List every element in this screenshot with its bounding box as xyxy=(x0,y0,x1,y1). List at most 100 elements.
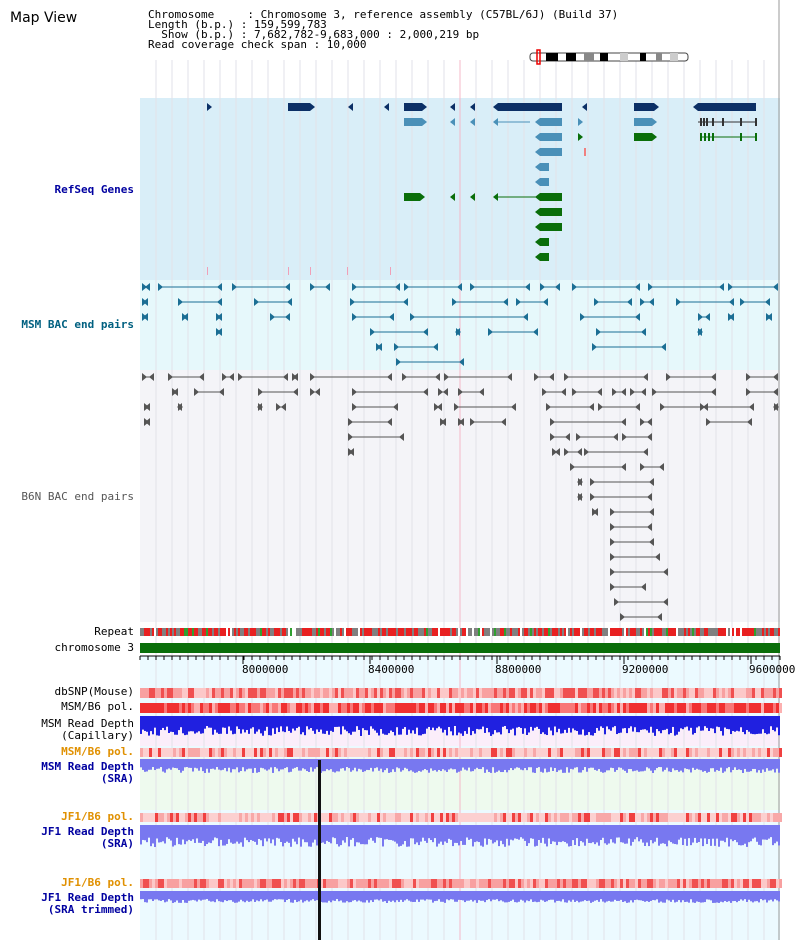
repeat-segment xyxy=(420,628,422,636)
msm-bac-label[interactable]: MSM BAC end pairs xyxy=(21,318,134,331)
depth-bar xyxy=(372,716,374,729)
heat-cell xyxy=(686,879,689,888)
depth-bar xyxy=(646,759,648,768)
repeat-segment xyxy=(704,628,706,636)
depth-bar xyxy=(312,825,314,843)
heat-cell xyxy=(596,879,599,888)
depth-bar xyxy=(772,759,774,770)
depth-bar xyxy=(302,716,304,733)
refseq-genes-label[interactable]: RefSeq Genes xyxy=(54,183,134,196)
depth-bar xyxy=(748,891,750,900)
repeat-segment xyxy=(180,628,182,636)
depth-bar xyxy=(386,825,388,840)
heat-cell xyxy=(365,688,368,698)
heat-cell xyxy=(572,748,575,757)
depth-bar xyxy=(446,716,448,736)
heat-cell xyxy=(740,688,743,698)
heat-cell xyxy=(689,748,692,757)
repeat-segment xyxy=(256,628,258,636)
depth-bar xyxy=(694,825,696,838)
msm-b6-pol-sra-label: MSM/B6 pol. xyxy=(61,745,134,758)
depth-bar xyxy=(684,825,686,839)
heat-cell xyxy=(314,703,317,713)
repeat-segment xyxy=(756,628,758,636)
repeat-segment xyxy=(282,628,284,636)
heat-cell xyxy=(209,688,212,698)
depth-bar xyxy=(646,891,648,902)
depth-bar xyxy=(392,825,394,841)
depth-bar xyxy=(178,825,180,845)
b6n-bac-pair-end xyxy=(310,388,315,396)
depth-bar xyxy=(244,716,246,733)
heat-cell xyxy=(305,813,308,822)
repeat-segment xyxy=(652,628,654,636)
depth-bar xyxy=(434,716,436,731)
heat-cell xyxy=(290,813,293,822)
heat-cell xyxy=(227,748,230,757)
depth-bar xyxy=(286,759,288,768)
depth-bar xyxy=(244,891,246,903)
depth-bar xyxy=(624,716,626,729)
depth-bar xyxy=(354,825,356,847)
b6n-bac-pair-end xyxy=(437,403,442,411)
depth-bar xyxy=(522,759,524,771)
heat-cell xyxy=(662,813,665,822)
repeat-segment xyxy=(592,628,594,636)
heat-cell xyxy=(470,688,473,698)
heat-cell xyxy=(533,748,536,757)
gene-arrow xyxy=(578,133,583,141)
heat-cell xyxy=(557,688,560,698)
depth-bar xyxy=(208,716,210,728)
depth-bar xyxy=(502,716,504,727)
repeat-segment xyxy=(314,628,316,636)
heat-cell xyxy=(188,688,191,698)
heat-cell xyxy=(350,879,353,888)
depth-bar xyxy=(758,825,760,845)
b6n-bac-pair-end xyxy=(622,433,627,441)
repeat-segment xyxy=(528,628,530,636)
depth-bar xyxy=(688,759,690,770)
depth-bar xyxy=(626,825,628,844)
heat-cell xyxy=(239,703,242,713)
depth-bar xyxy=(778,825,780,846)
depth-bar xyxy=(342,825,344,841)
depth-bar xyxy=(190,825,192,841)
heat-cell xyxy=(257,703,260,713)
heat-cell xyxy=(644,688,647,698)
b6n-bac-label[interactable]: B6N BAC end pairs xyxy=(21,490,134,503)
depth-bar xyxy=(164,891,166,903)
gene-arrow xyxy=(535,253,540,261)
depth-bar xyxy=(298,759,300,771)
depth-bar xyxy=(292,891,294,903)
heat-cell xyxy=(167,748,170,757)
depth-bar xyxy=(288,759,290,773)
heat-cell xyxy=(704,813,707,822)
repeat-segment xyxy=(498,628,500,636)
heat-cell xyxy=(614,813,617,822)
depth-bar xyxy=(154,825,156,847)
heat-cell xyxy=(467,813,470,822)
depth-bar xyxy=(648,825,650,847)
heat-cell xyxy=(710,688,713,698)
msm-bac-pair-end xyxy=(396,358,401,366)
repeat-segment xyxy=(452,628,454,636)
depth-bar xyxy=(598,891,600,902)
depth-bar xyxy=(532,716,534,731)
heat-cell xyxy=(614,748,617,757)
gene-arrow xyxy=(420,193,425,201)
depth-bar xyxy=(372,891,374,902)
depth-bar xyxy=(746,759,748,772)
heat-cell xyxy=(518,688,521,698)
msm-bac-pair-end xyxy=(287,298,292,306)
depth-bar xyxy=(512,759,514,771)
heat-cell xyxy=(146,688,149,698)
depth-bar xyxy=(682,825,684,846)
repeat-segment xyxy=(244,628,246,636)
depth-bar xyxy=(660,891,662,902)
heat-cell xyxy=(665,703,668,713)
depth-bar xyxy=(754,759,756,769)
depth-bar xyxy=(206,759,208,769)
depth-bar xyxy=(278,716,280,733)
depth-bar xyxy=(364,891,366,903)
